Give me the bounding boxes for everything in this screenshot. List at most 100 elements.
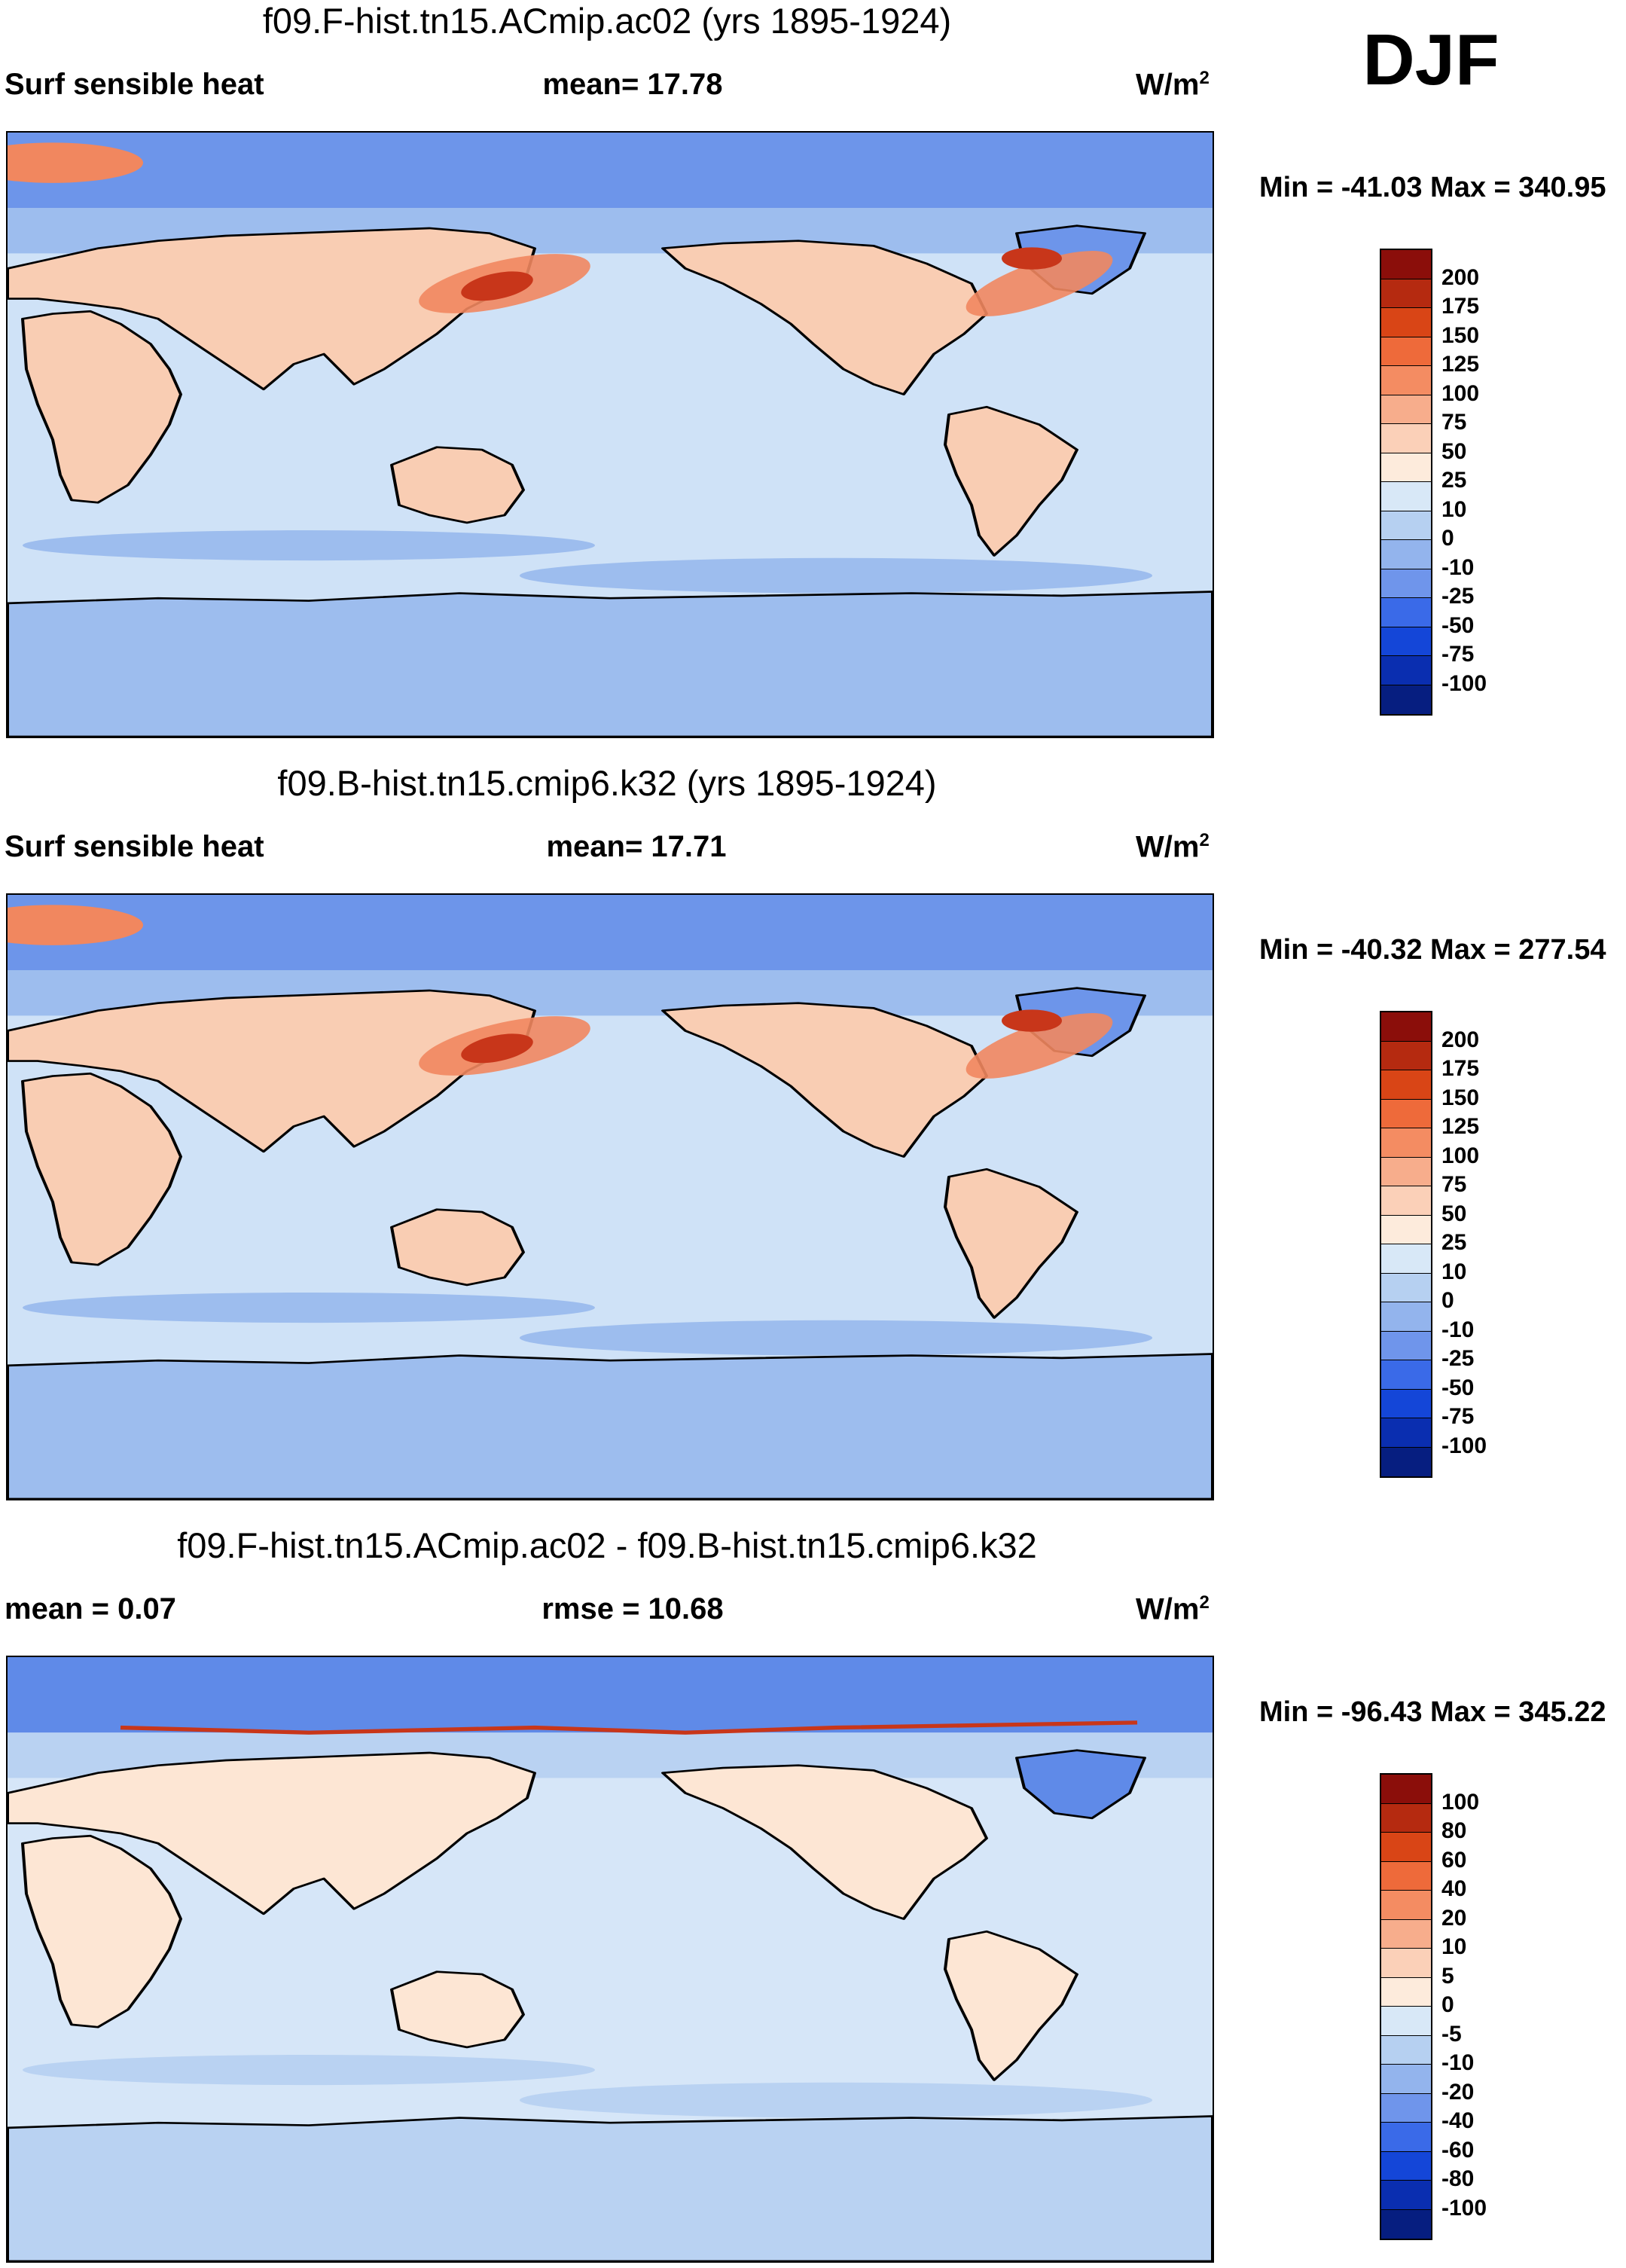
colorbar-box — [1381, 1128, 1431, 1158]
colorbar-box — [1381, 2151, 1431, 2181]
colorbar-box — [1381, 1273, 1431, 1302]
colorbar-box — [1381, 250, 1431, 279]
coastline — [8, 2115, 1213, 2261]
colorbar-label: 50 — [1441, 1201, 1467, 1226]
colorbar-label: 75 — [1441, 410, 1467, 435]
colorbar-label: -50 — [1441, 1375, 1475, 1400]
colorbar-label: 5 — [1441, 1963, 1454, 1989]
coastline — [944, 1930, 1078, 2081]
colorbar-box — [1381, 2065, 1431, 2094]
colorbar-label: 10 — [1441, 1934, 1467, 1959]
colorbar-label: -10 — [1441, 1317, 1475, 1342]
coastline — [390, 1208, 525, 1287]
coastline — [21, 310, 182, 504]
colorbar-label: 10 — [1441, 1259, 1467, 1284]
coastline — [8, 989, 536, 1153]
colorbar-label: 60 — [1441, 1847, 1467, 1873]
colorbar-box — [1381, 1186, 1431, 1216]
colorbar-label: 100 — [1441, 1143, 1480, 1168]
colorbar-box — [1381, 1919, 1431, 1949]
panel3-minmax: Min = -96.43 Max = 345.22 — [1259, 1696, 1606, 1728]
colorbar-box — [1381, 308, 1431, 337]
panel2-minmax: Min = -40.32 Max = 277.54 — [1259, 934, 1606, 966]
colorbar-box — [1381, 1215, 1431, 1244]
colorbar-box — [1381, 2007, 1431, 2036]
colorbar-label: -25 — [1441, 1346, 1475, 1371]
colorbar-label: 25 — [1441, 468, 1467, 493]
coastline — [390, 1970, 525, 2049]
southern-ocean-patch — [23, 1292, 595, 1323]
colorbar-box — [1381, 1389, 1431, 1418]
colorbar-box — [1381, 627, 1431, 656]
norwegian-sea-warm-region — [8, 905, 143, 945]
colorbar-box — [1381, 1447, 1431, 1476]
colorbar-label: -60 — [1441, 2137, 1475, 2163]
southern-ocean-patch — [520, 2082, 1152, 2118]
colorbar-box — [1381, 1360, 1431, 1390]
colorbar-box — [1381, 598, 1431, 627]
coastline — [8, 591, 1213, 737]
colorbar-box — [1381, 569, 1431, 598]
panel1-units: W/m2 — [1136, 68, 1210, 102]
colorbar-box — [1381, 482, 1431, 511]
colorbar-box — [1381, 1331, 1431, 1360]
coastline — [8, 1353, 1213, 1499]
panel1-map — [6, 131, 1214, 738]
kuroshio-hot-core — [461, 271, 533, 301]
panel3-rmse-label: rmse = 10.68 — [541, 1592, 724, 1625]
panel3-colorbar — [1380, 1773, 1432, 2240]
colorbar-box — [1381, 1949, 1431, 1978]
map-svg — [8, 1657, 1213, 2261]
panel1-title: f09.F-hist.tn15.ACmip.ac02 (yrs 1895-192… — [262, 1, 952, 41]
colorbar-box — [1381, 1302, 1431, 1332]
southern-ocean-patch — [520, 557, 1152, 594]
colorbar-label: 0 — [1441, 1288, 1454, 1313]
colorbar-label: 0 — [1441, 526, 1454, 551]
panel3-title: f09.F-hist.tn15.ACmip.ac02 - f09.B-hist.… — [177, 1525, 1037, 1565]
colorbar-box — [1381, 2181, 1431, 2210]
panel3-mean-label: mean = 0.07 — [5, 1592, 176, 1625]
panel1-mean-label: mean= 17.78 — [542, 68, 723, 101]
season-label: DJF — [1362, 20, 1499, 100]
coastline — [944, 1168, 1078, 1319]
arctic-band — [8, 1657, 1213, 1733]
coastline — [390, 446, 525, 524]
colorbar-label: -75 — [1441, 642, 1475, 667]
coastline — [21, 1072, 182, 1266]
colorbar-label: 75 — [1441, 1172, 1467, 1197]
panel2-title: f09.B-hist.tn15.cmip6.k32 (yrs 1895-1924… — [277, 763, 937, 803]
colorbar-label: 200 — [1441, 1027, 1480, 1052]
southern-ocean-patch — [520, 1320, 1152, 1356]
colorbar-box — [1381, 656, 1431, 685]
colorbar-box — [1381, 2035, 1431, 2065]
panel2-map — [6, 893, 1214, 1500]
colorbar-label: -10 — [1441, 2050, 1475, 2075]
colorbar-label: 200 — [1441, 264, 1480, 290]
panel2-mean-label: mean= 17.71 — [546, 830, 727, 863]
colorbar-label: 175 — [1441, 1056, 1480, 1081]
colorbar-box — [1381, 1070, 1431, 1100]
panel1-minmax: Min = -41.03 Max = 340.95 — [1259, 172, 1606, 203]
panel3-units: W/m2 — [1136, 1592, 1210, 1626]
colorbar-box — [1381, 540, 1431, 569]
norwegian-sea-warm-region — [8, 142, 143, 183]
panel2-variable-label: Surf sensible heat — [5, 830, 264, 863]
colorbar-label: -40 — [1441, 2108, 1475, 2133]
colorbar-box — [1381, 395, 1431, 424]
panel2-units: W/m2 — [1136, 830, 1210, 864]
colorbar-label: -100 — [1441, 670, 1487, 696]
colorbar-box — [1381, 1157, 1431, 1186]
colorbar-box — [1381, 1861, 1431, 1891]
colorbar-box — [1381, 1977, 1431, 2007]
colorbar-box — [1381, 1775, 1431, 1804]
colorbar-box — [1381, 1244, 1431, 1274]
gulf-stream-warm-region — [966, 1013, 1113, 1079]
southern-ocean-patch — [23, 530, 595, 561]
coastline — [661, 240, 988, 395]
southern-ocean-patch — [23, 2054, 595, 2086]
gulf-stream-warm-region — [966, 251, 1113, 316]
colorbar-box — [1381, 453, 1431, 482]
arctic-band — [8, 133, 1213, 209]
coastline — [21, 1834, 182, 2028]
kuroshio-hot-core — [461, 1033, 533, 1064]
